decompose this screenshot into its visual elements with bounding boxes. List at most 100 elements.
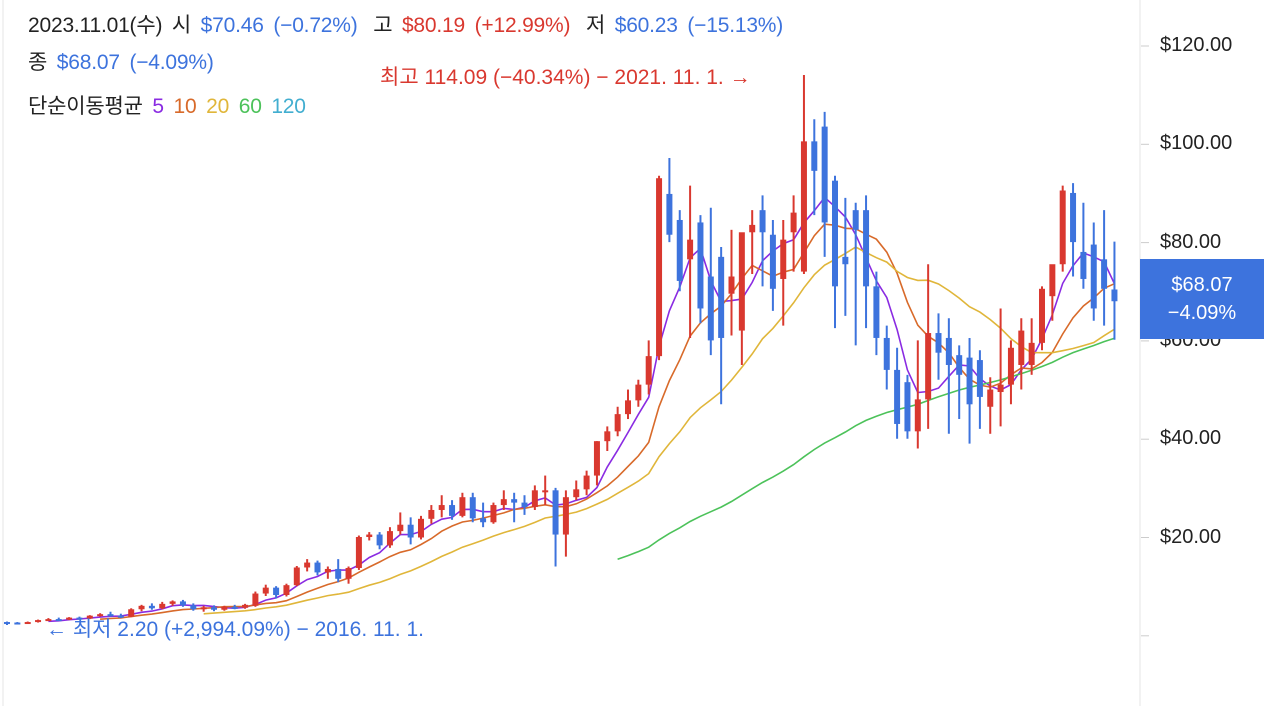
ma-legend-20[interactable]: 20 xyxy=(206,95,230,118)
candle[interactable] xyxy=(583,470,590,496)
candle[interactable] xyxy=(945,318,952,434)
candle[interactable] xyxy=(14,622,21,625)
candle[interactable] xyxy=(759,195,766,287)
candle[interactable] xyxy=(645,340,652,395)
candle[interactable] xyxy=(883,325,890,390)
candle[interactable] xyxy=(780,219,787,326)
candle[interactable] xyxy=(273,586,280,599)
candle[interactable] xyxy=(531,485,538,510)
candle[interactable] xyxy=(1007,340,1014,405)
candle[interactable] xyxy=(811,119,818,216)
candle[interactable] xyxy=(293,566,300,587)
candle[interactable] xyxy=(769,219,776,311)
candle[interactable] xyxy=(1049,264,1056,321)
candle[interactable] xyxy=(800,74,807,275)
ma-legend-60[interactable]: 60 xyxy=(238,95,262,118)
candle[interactable] xyxy=(1059,185,1066,272)
candle[interactable] xyxy=(24,621,31,625)
candle[interactable] xyxy=(552,487,559,567)
candle[interactable] xyxy=(386,527,393,548)
candle[interactable] xyxy=(490,502,497,524)
candle[interactable] xyxy=(749,210,756,275)
candle[interactable] xyxy=(707,207,714,356)
candle[interactable] xyxy=(314,560,321,576)
candle[interactable] xyxy=(148,603,155,610)
candle[interactable] xyxy=(842,197,849,316)
candle[interactable] xyxy=(1039,286,1045,351)
candle[interactable] xyxy=(500,490,507,510)
candle[interactable] xyxy=(35,619,42,623)
candle[interactable] xyxy=(345,566,352,584)
candle[interactable] xyxy=(304,559,311,572)
candle[interactable] xyxy=(418,515,424,540)
candle[interactable] xyxy=(117,613,124,619)
candle[interactable] xyxy=(604,426,611,451)
candle[interactable] xyxy=(397,512,404,535)
candle[interactable] xyxy=(45,618,52,622)
ma-legend[interactable]: 단순이동평균 5 10 20 60 120 xyxy=(28,90,310,120)
candle[interactable] xyxy=(935,313,942,380)
candle[interactable] xyxy=(376,532,383,550)
candle[interactable] xyxy=(821,111,828,257)
candle[interactable] xyxy=(428,505,435,524)
candle[interactable] xyxy=(1101,210,1108,326)
candle[interactable] xyxy=(283,583,290,597)
candle[interactable] xyxy=(873,271,880,356)
candle[interactable] xyxy=(894,347,901,439)
candle[interactable] xyxy=(138,604,145,612)
candle[interactable] xyxy=(966,337,973,444)
candle[interactable] xyxy=(635,379,642,407)
candle[interactable] xyxy=(656,175,663,361)
candle[interactable] xyxy=(211,605,217,612)
candle[interactable] xyxy=(231,604,238,610)
candle[interactable] xyxy=(469,492,476,523)
candle[interactable] xyxy=(666,158,673,243)
candle[interactable] xyxy=(614,406,621,437)
candle[interactable] xyxy=(976,350,983,429)
candle[interactable] xyxy=(221,605,228,611)
candle[interactable] xyxy=(676,210,683,292)
candle[interactable] xyxy=(107,611,114,617)
candle[interactable] xyxy=(593,441,600,486)
candle[interactable] xyxy=(904,374,911,439)
ma-legend-120[interactable]: 120 xyxy=(271,95,306,118)
candle[interactable] xyxy=(190,603,197,611)
candle[interactable] xyxy=(718,247,725,405)
candle[interactable] xyxy=(573,480,580,501)
candle[interactable] xyxy=(407,517,414,545)
candle[interactable] xyxy=(355,535,362,570)
ma-legend-10[interactable]: 10 xyxy=(173,95,197,118)
candle[interactable] xyxy=(925,264,932,429)
candle[interactable] xyxy=(1070,183,1077,277)
candle[interactable] xyxy=(625,389,631,420)
candle[interactable] xyxy=(179,599,186,607)
candle[interactable] xyxy=(1111,241,1118,340)
candle[interactable] xyxy=(1028,318,1035,375)
candle[interactable] xyxy=(4,621,10,625)
candle[interactable] xyxy=(86,615,93,620)
candle[interactable] xyxy=(956,345,963,420)
candle[interactable] xyxy=(687,185,694,338)
candle[interactable] xyxy=(438,495,445,518)
candle[interactable] xyxy=(324,566,331,579)
candle[interactable] xyxy=(1018,318,1025,390)
candle[interactable] xyxy=(1090,222,1097,321)
candle[interactable] xyxy=(863,195,870,329)
candle[interactable] xyxy=(987,377,994,434)
candle[interactable] xyxy=(542,475,549,506)
ma-legend-5[interactable]: 5 xyxy=(152,95,164,118)
candle[interactable] xyxy=(242,603,249,609)
candle[interactable] xyxy=(697,215,704,324)
candle[interactable] xyxy=(790,195,797,272)
candle[interactable] xyxy=(832,175,838,329)
candle[interactable] xyxy=(449,500,456,520)
candle[interactable] xyxy=(511,492,518,523)
candle[interactable] xyxy=(997,308,1004,427)
candle[interactable] xyxy=(480,502,487,528)
candle[interactable] xyxy=(459,492,466,518)
candle[interactable] xyxy=(55,617,62,622)
candle[interactable] xyxy=(335,559,342,583)
candle[interactable] xyxy=(914,340,921,449)
candle[interactable] xyxy=(252,591,259,607)
candle[interactable] xyxy=(128,608,135,618)
